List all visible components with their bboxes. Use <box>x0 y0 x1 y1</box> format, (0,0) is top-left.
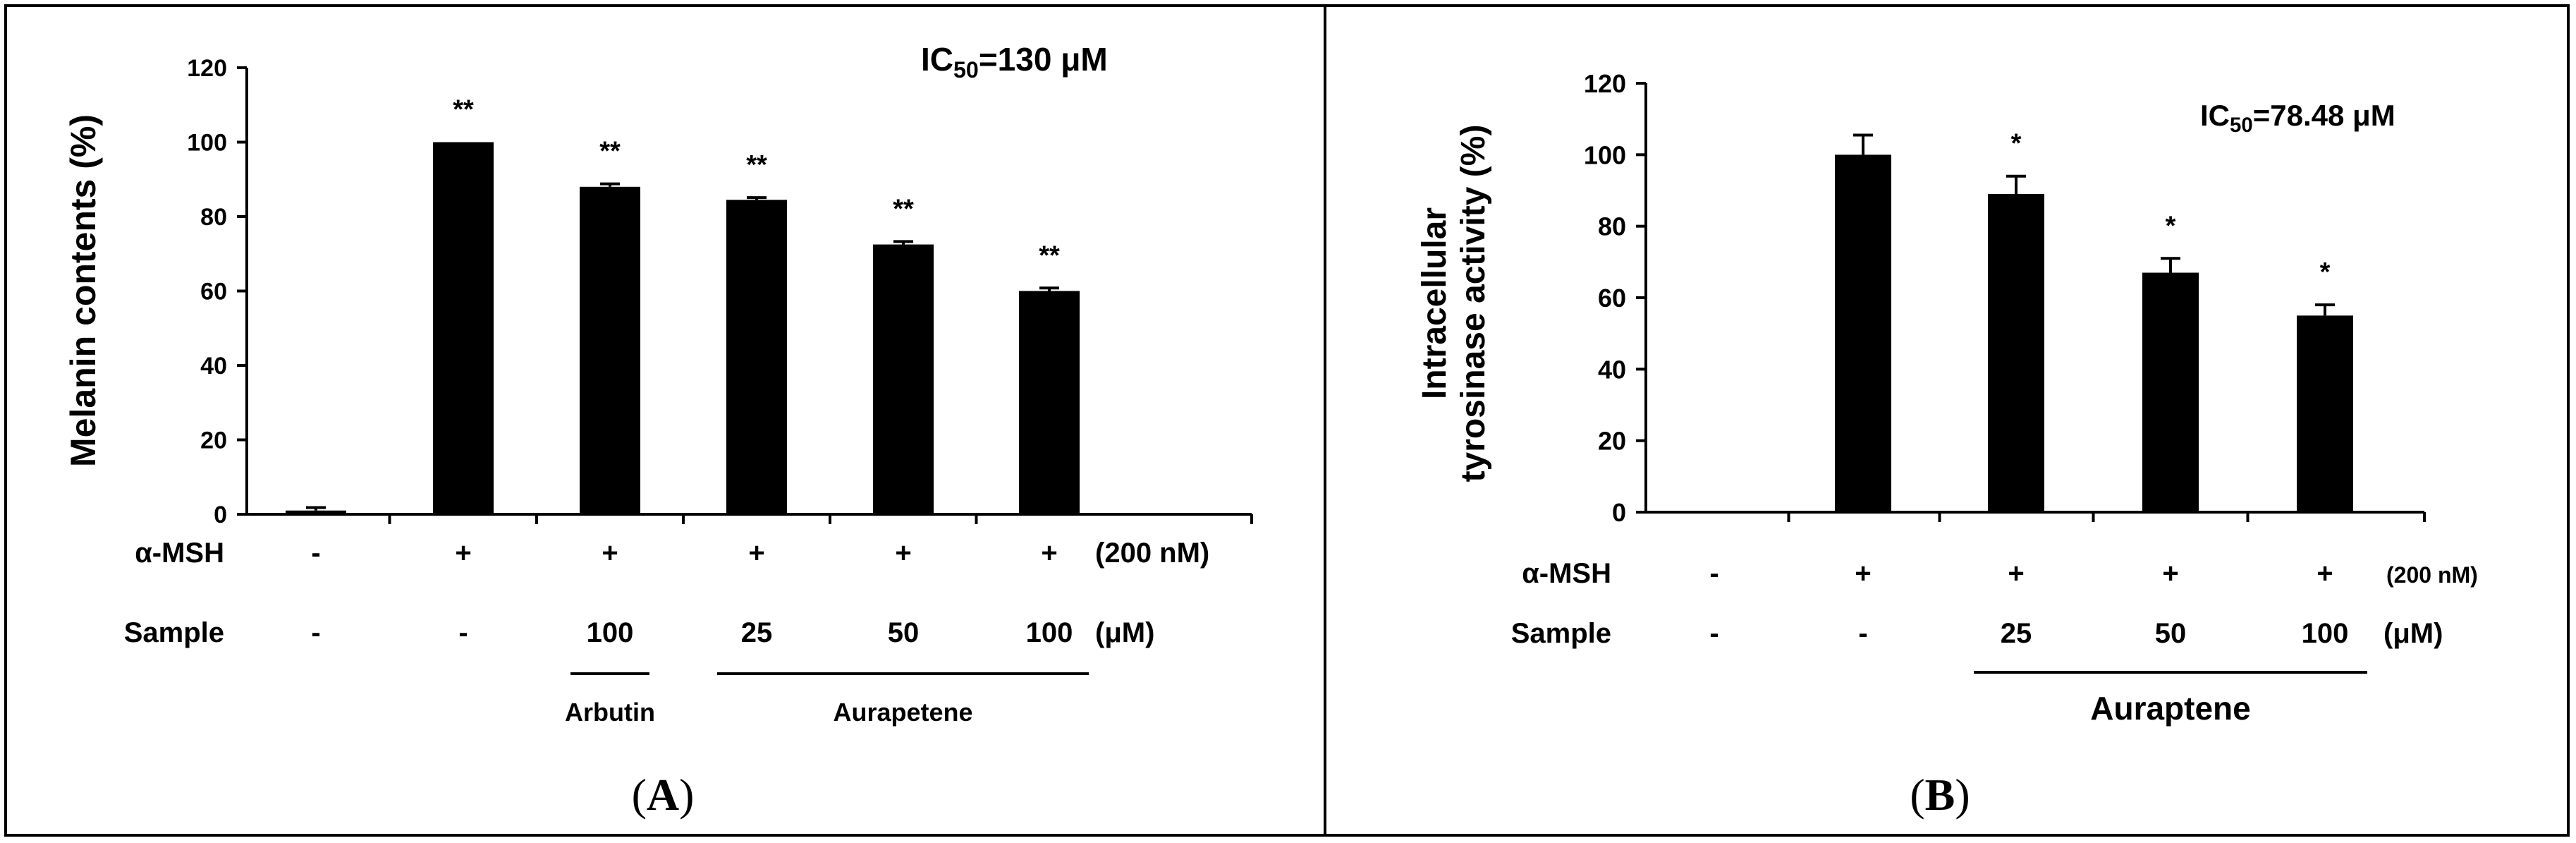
row-value: - <box>1858 618 1867 649</box>
bar <box>580 186 640 514</box>
ic50-prefix: IC <box>921 41 953 78</box>
row-value: - <box>1709 618 1719 649</box>
panel-paren: ) <box>679 770 694 820</box>
y-axis-label: Melanin contents (%) <box>63 114 103 467</box>
group-label: Auraptene <box>2090 690 2250 727</box>
significance-marker: * <box>2320 257 2331 287</box>
y-axis-label-line2: tyrosinase activity (%) <box>1455 125 1492 483</box>
y-tick-label: 0 <box>1612 498 1626 527</box>
y-tick-label: 20 <box>200 427 227 454</box>
row-label: Sample <box>1511 618 1611 649</box>
row-label: α-MSH <box>1522 558 1611 589</box>
y-tick-label: 80 <box>200 204 227 231</box>
bar <box>873 244 934 514</box>
row-value: 100 <box>1026 617 1073 648</box>
row-value: + <box>455 538 471 569</box>
row-label: α-MSH <box>135 538 224 569</box>
y-tick-label: 40 <box>200 353 227 380</box>
panel-label: (B) <box>1910 770 1970 820</box>
y-tick-label: 80 <box>1598 212 1626 241</box>
row-value: + <box>602 538 618 569</box>
y-tick-label: 120 <box>187 55 227 82</box>
ic50-annotation: IC50=78.48 μM <box>2200 99 2395 137</box>
significance-marker: ** <box>453 95 474 125</box>
significance-marker: ** <box>893 194 914 224</box>
row-value: 50 <box>888 617 920 648</box>
bar <box>286 510 346 514</box>
panel-label: (A) <box>632 770 695 820</box>
ic50-prefix: IC <box>2200 99 2230 132</box>
panel-paren: ) <box>1955 770 1970 820</box>
y-tick-label: 60 <box>1598 284 1626 313</box>
y-axis-label-line1: Intracellular <box>1416 207 1453 399</box>
row-unit: (μM) <box>1095 617 1154 648</box>
y-tick-label: 100 <box>1584 140 1626 169</box>
ic50-value: =130 μM <box>979 41 1108 78</box>
row-value: - <box>311 617 320 648</box>
ic50-subscript: 50 <box>953 57 979 83</box>
row-value: 25 <box>2001 618 2032 649</box>
bar <box>1019 291 1080 514</box>
y-tick-label: 100 <box>187 130 227 157</box>
significance-marker: ** <box>1039 241 1060 270</box>
row-value: + <box>2316 558 2333 589</box>
bar <box>1988 194 2044 512</box>
panel-divider <box>1324 4 1326 837</box>
significance-marker: ** <box>599 137 621 166</box>
row-label: Sample <box>124 617 224 648</box>
panel-paren: ( <box>632 770 647 820</box>
ic50-annotation: IC50=130 μM <box>921 41 1108 83</box>
y-tick-label: 60 <box>200 279 227 305</box>
y-tick-label: 40 <box>1598 355 1626 384</box>
row-value: - <box>311 538 320 569</box>
bar <box>433 142 494 514</box>
panel-letter: B <box>1925 770 1955 820</box>
bar <box>726 200 787 514</box>
bar <box>1835 154 1891 513</box>
y-tick-label: 0 <box>214 502 227 528</box>
row-value: - <box>458 617 468 648</box>
row-value: 50 <box>2155 618 2187 649</box>
row-value: 100 <box>587 617 634 648</box>
row-value: + <box>1855 558 1871 589</box>
row-value: - <box>1709 558 1719 589</box>
ic50-value: =78.48 μM <box>2253 99 2395 132</box>
y-tick-label: 120 <box>1584 69 1626 98</box>
row-unit: (200 nM) <box>2386 562 2478 588</box>
row-value: + <box>2162 558 2178 589</box>
row-value: + <box>748 538 764 569</box>
group-label: Arbutin <box>565 698 655 727</box>
row-unit: (200 nM) <box>1095 538 1209 569</box>
row-value: + <box>2008 558 2024 589</box>
ic50-subscript: 50 <box>2230 114 2253 137</box>
group-label: Aurapetene <box>833 698 972 727</box>
row-value: + <box>895 538 911 569</box>
row-value: 100 <box>2302 618 2349 649</box>
row-value: 25 <box>741 617 773 648</box>
significance-marker: * <box>2011 129 2022 159</box>
figure-frame <box>4 4 2570 837</box>
panel-paren: ( <box>1910 770 1924 820</box>
significance-marker: ** <box>746 150 767 180</box>
y-tick-label: 20 <box>1598 427 1626 456</box>
bar <box>2142 272 2199 512</box>
panel-letter: A <box>647 770 679 820</box>
bar <box>2297 315 2353 512</box>
row-value: + <box>1041 538 1057 569</box>
significance-marker: * <box>2166 211 2176 241</box>
row-unit: (μM) <box>2383 618 2443 649</box>
